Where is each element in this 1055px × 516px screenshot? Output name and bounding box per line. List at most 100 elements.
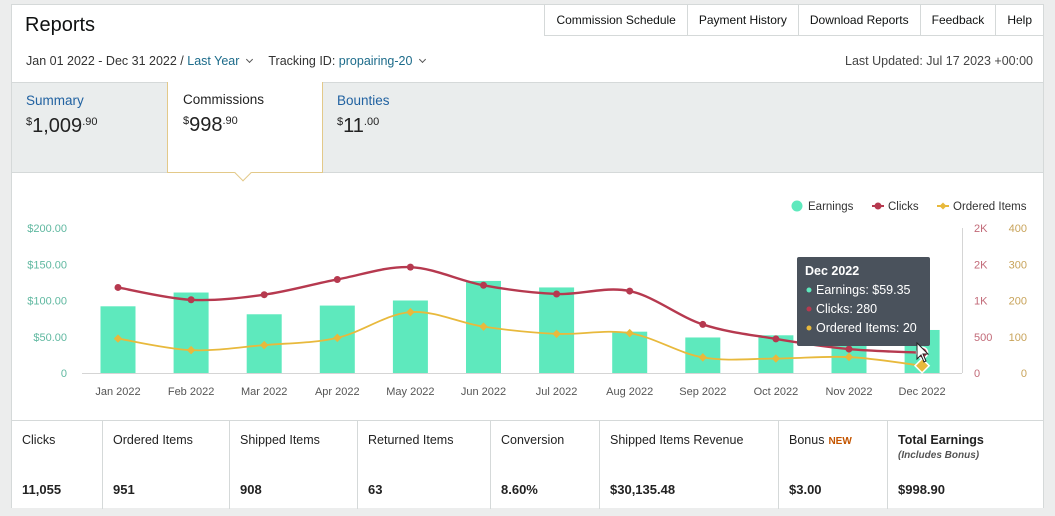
tab-commissions-value: $998.90 (183, 114, 238, 136)
clicks-point (699, 320, 707, 328)
ordered-items-point (698, 353, 708, 362)
new-badge: NEW (828, 436, 852, 447)
stat-clicks: Clicks 11,055 (12, 421, 103, 509)
stat-label: Ordered Items (113, 433, 193, 447)
stat-value: $998.90 (898, 482, 945, 497)
tooltip-line: Earnings: $59.35 (816, 283, 911, 297)
ordered-items-point-active (913, 357, 931, 374)
feedback-link[interactable]: Feedback (920, 4, 997, 36)
legend-label-0: Earnings (808, 201, 854, 213)
summary-tabs: Summary $1,009.90 Commissions $998.90 Bo… (12, 82, 1043, 182)
tab-summary-label: Summary (26, 93, 84, 108)
tooltip-swatch (806, 306, 812, 312)
x-axis-tick: May 2022 (386, 386, 434, 398)
y-axis-earnings-tick: $200.00 (27, 223, 67, 235)
x-axis-tick: Oct 2022 (754, 386, 799, 398)
ordered-items-point (113, 334, 123, 343)
clicks-point (260, 291, 268, 299)
y-axis-items-tick: 300 (1009, 259, 1027, 271)
stat-label: Bonus NEW (789, 433, 852, 447)
y-axis-clicks-tick: 2K (974, 259, 988, 271)
ordered-items-point (406, 307, 415, 317)
ordered-items-point (625, 328, 634, 338)
x-axis-tick: Sep 2022 (679, 386, 726, 398)
ordered-items-line (117, 311, 923, 367)
stat-label: Shipped Items (240, 433, 320, 447)
stat-total-earnings: Total Earnings (Includes Bonus) $998.90 (888, 421, 1043, 509)
stat-value: 951 (113, 482, 135, 497)
y-axis-earnings-tick: $150.00 (27, 259, 67, 271)
chart-tooltip (797, 257, 930, 346)
stat-value: $30,135.48 (610, 482, 676, 497)
earnings-chart[interactable]: $200.00 $150.00 $100.00 $50.00 0 2K 2K 1K 500 0 40… (12, 173, 1043, 419)
clicks-point (406, 263, 414, 271)
page-title: Reports (25, 14, 96, 36)
download-reports-link[interactable]: Download Reports (798, 4, 921, 36)
stat-label: Shipped Items Revenue (610, 433, 744, 447)
legend-items-swatch (939, 202, 947, 210)
commission-schedule-link[interactable]: Commission Schedule (544, 4, 688, 36)
y-axis-earnings-tick: 0 (61, 368, 67, 380)
chevron-down-icon[interactable] (246, 55, 254, 64)
x-axis-tick: Aug 2022 (606, 386, 653, 398)
stat-value: $3.00 (789, 482, 822, 497)
y-axis-earnings-tick: $100.00 (27, 296, 67, 308)
tab-bounties-label: Bounties (337, 93, 390, 108)
payment-history-link[interactable]: Payment History (687, 4, 799, 36)
legend-clicks-swatch (874, 202, 882, 210)
stat-returned-items: Returned Items 63 (358, 421, 491, 509)
tooltip-swatch (806, 325, 812, 331)
clicks-point (114, 283, 122, 291)
date-range: Jan 01 2022 - Dec 31 2022 / (26, 54, 184, 68)
earnings-bar (173, 292, 209, 373)
x-axis-tick: Nov 2022 (825, 386, 872, 398)
stat-label: Total Earnings (898, 433, 984, 447)
reports-panel: Reports Commission Schedule Payment Hist… (11, 4, 1044, 509)
tab-commissions[interactable]: Commissions $998.90 (167, 82, 323, 182)
clicks-line (117, 265, 923, 354)
tracking-id-dropdown[interactable]: propairing-20 (338, 54, 413, 68)
stat-ordered-items: Ordered Items 951 (103, 421, 230, 509)
ordered-items-point (479, 322, 488, 331)
x-axis-tick: Feb 2022 (168, 386, 214, 398)
y-axis-clicks-tick: 500 (974, 332, 992, 344)
y-axis-items-tick: 400 (1009, 223, 1027, 235)
x-axis-tick: Jun 2022 (461, 386, 506, 398)
earnings-bar (612, 331, 648, 373)
stat-conversion: Conversion 8.60% (491, 421, 600, 509)
y-axis-items-tick: 100 (1009, 332, 1027, 344)
stat-label: Returned Items (368, 433, 454, 447)
clicks-point (553, 290, 561, 298)
clicks-point (772, 335, 780, 343)
legend-label-1: Clicks (888, 201, 919, 213)
period-dropdown[interactable]: Last Year (187, 54, 240, 68)
tab-bounties-value: $11.00 (337, 115, 380, 137)
stat-value: 908 (240, 482, 262, 497)
y-axis-clicks-tick: 0 (974, 368, 980, 380)
tooltip-title: Dec 2022 (805, 264, 859, 278)
stat-shipped-items: Shipped Items 908 (230, 421, 358, 509)
stat-label: Clicks (22, 433, 56, 447)
filter-bar: Jan 01 2022 - Dec 31 2022 / Last Year Tr… (26, 54, 427, 68)
y-axis-items-tick: 0 (1021, 368, 1027, 380)
ordered-items-point (771, 354, 781, 363)
chevron-down-icon[interactable] (419, 55, 427, 64)
ordered-items-point (186, 345, 196, 355)
last-updated: Last Updated: Jul 17 2023 +00:00 (845, 54, 1033, 68)
stat-bonus: Bonus NEW $3.00 (779, 421, 888, 509)
tab-summary[interactable]: Summary $1,009.90 (26, 93, 97, 138)
clicks-point (480, 281, 487, 289)
stat-value: 11,055 (22, 482, 62, 497)
stat-shipped-items-revenue: Shipped Items Revenue $30,135.48 (600, 421, 779, 509)
ordered-items-point (259, 340, 269, 350)
stat-value: 8.60% (501, 482, 538, 497)
tooltip-line: Clicks: 280 (816, 302, 877, 316)
legend-label-2: Ordered Items (953, 201, 1027, 213)
tab-bounties[interactable]: Bounties $11.00 (337, 93, 390, 138)
tab-summary-value: $1,009.90 (26, 115, 98, 137)
clicks-point (187, 296, 195, 304)
help-link[interactable]: Help (996, 4, 1044, 36)
stat-sublabel: (Includes Bonus) (898, 450, 980, 461)
x-axis-tick: Dec 2022 (899, 386, 946, 398)
clicks-point (845, 345, 853, 353)
